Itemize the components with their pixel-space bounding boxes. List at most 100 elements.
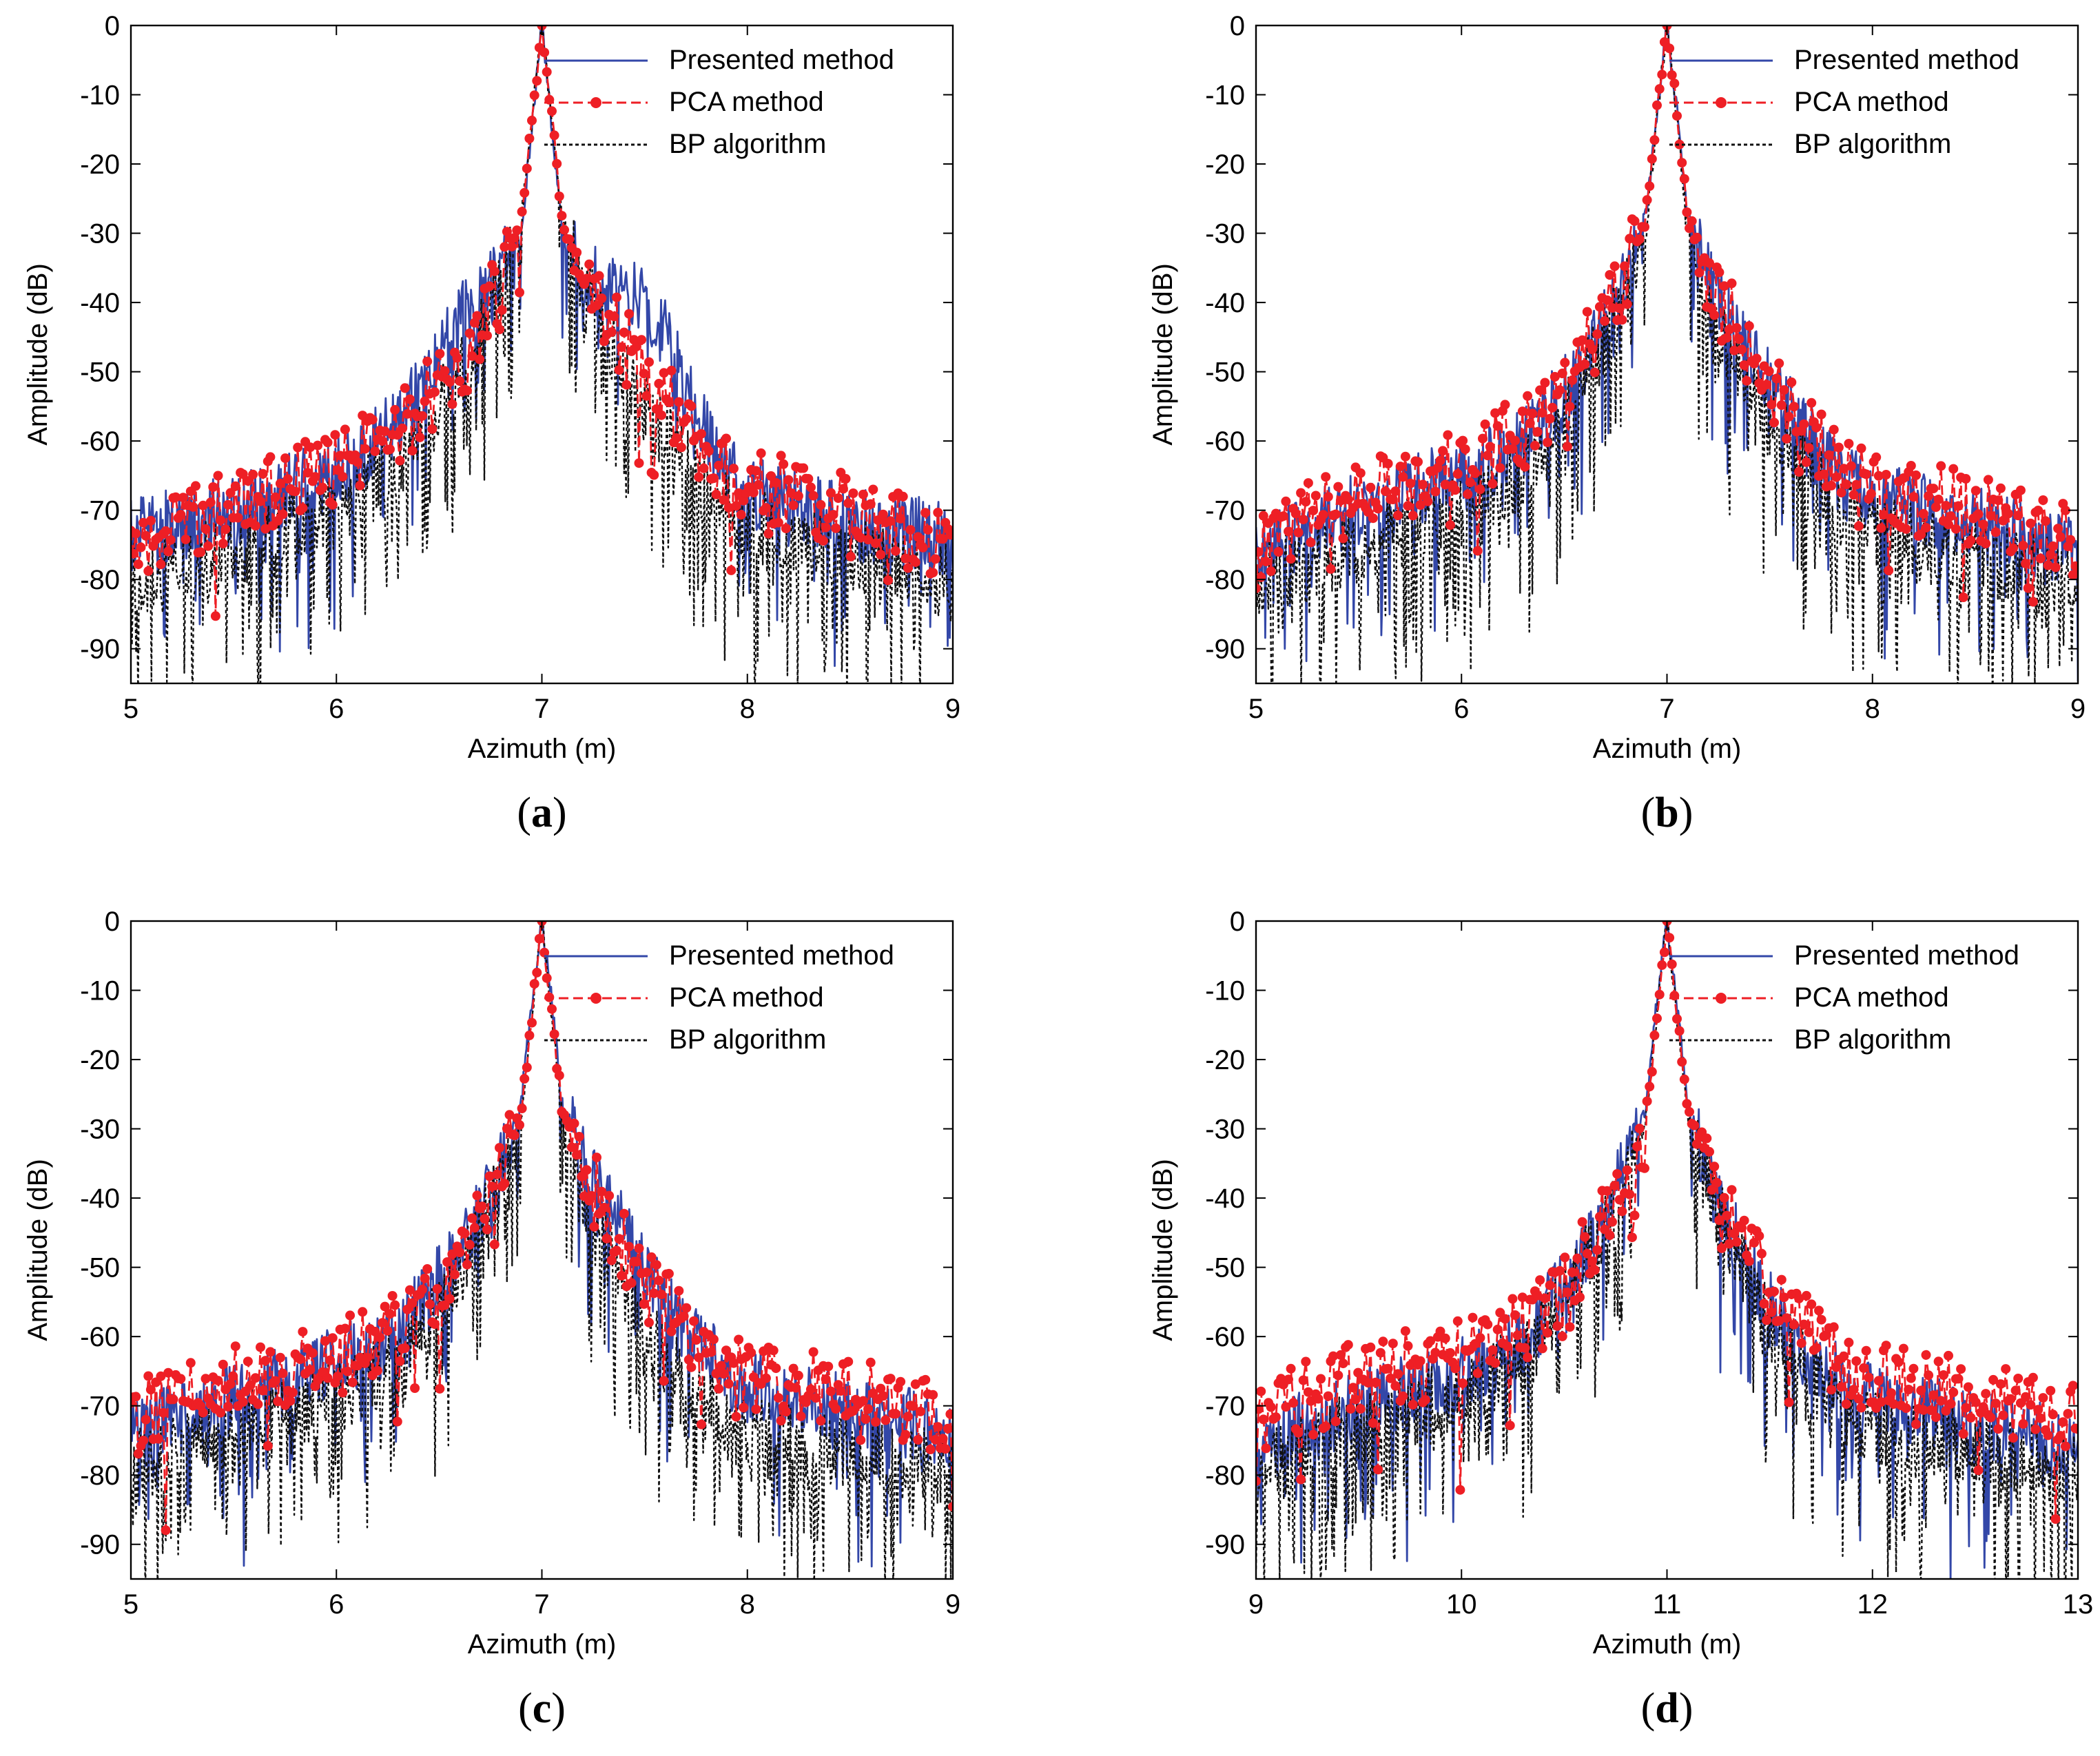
marker-point bbox=[703, 446, 714, 456]
marker-point bbox=[492, 1169, 502, 1179]
x-tick-label: 9 bbox=[2070, 694, 2086, 724]
marker-point bbox=[679, 1311, 689, 1321]
marker-point bbox=[1617, 1206, 1627, 1217]
marker-point bbox=[943, 1423, 953, 1434]
chart-panel-d: 9 10 11 12 13 0 -10 -20 -30 -40 -50 -60 -70 -80 -90 Azi… bbox=[1148, 907, 2093, 1732]
marker-point bbox=[1776, 1274, 1787, 1285]
marker-point bbox=[1657, 960, 1667, 970]
marker-point bbox=[2023, 583, 2033, 593]
marker-point bbox=[1928, 1390, 1939, 1401]
marker-point bbox=[1552, 1321, 1563, 1331]
marker-point bbox=[256, 496, 265, 506]
marker-point bbox=[1814, 1305, 1824, 1316]
marker-point bbox=[1731, 323, 1742, 333]
marker-point bbox=[238, 469, 248, 479]
marker-point bbox=[517, 1104, 527, 1113]
marker-point bbox=[482, 331, 492, 341]
marker-point bbox=[1779, 385, 1789, 395]
marker-point bbox=[464, 1239, 475, 1250]
marker-point bbox=[1844, 439, 1854, 448]
marker-point bbox=[1824, 450, 1834, 460]
marker-point bbox=[1876, 523, 1886, 533]
marker-point bbox=[559, 225, 569, 235]
marker-point bbox=[719, 1369, 729, 1379]
marker-point bbox=[1901, 524, 1911, 534]
marker-point bbox=[617, 342, 627, 352]
marker-point bbox=[1400, 1326, 1410, 1336]
marker-point bbox=[1440, 1333, 1450, 1343]
marker-point bbox=[1301, 497, 1311, 507]
series-pca-method bbox=[131, 921, 953, 1536]
marker-point bbox=[131, 528, 141, 539]
marker-point bbox=[1532, 1290, 1543, 1301]
legend-label: BP algorithm bbox=[1794, 129, 1951, 159]
marker-point bbox=[1403, 501, 1413, 511]
marker-point bbox=[378, 1318, 388, 1328]
marker-point bbox=[1941, 1405, 1951, 1416]
marker-point bbox=[1904, 1385, 1914, 1394]
marker-point bbox=[2033, 1405, 2044, 1415]
marker-point bbox=[375, 1332, 385, 1343]
y-tick-label: -20 bbox=[1205, 1045, 1245, 1075]
marker-point bbox=[2068, 570, 2078, 580]
marker-point bbox=[1465, 477, 1475, 488]
marker-point bbox=[2060, 505, 2070, 515]
marker-point bbox=[644, 357, 654, 367]
marker-point bbox=[890, 1409, 900, 1419]
marker-point bbox=[1572, 1253, 1583, 1263]
marker-point bbox=[258, 1385, 268, 1396]
marker-point bbox=[1609, 1181, 1620, 1190]
marker-point bbox=[1452, 1316, 1463, 1326]
marker-point bbox=[472, 1190, 482, 1201]
marker-point bbox=[1335, 1350, 1346, 1360]
marker-point bbox=[1475, 484, 1485, 495]
marker-point bbox=[1490, 408, 1501, 418]
y-tick-label: -90 bbox=[1205, 1530, 1245, 1560]
marker-point bbox=[863, 535, 874, 545]
marker-point bbox=[1368, 1418, 1378, 1428]
marker-point bbox=[1918, 1405, 1928, 1415]
marker-point bbox=[1667, 70, 1677, 80]
marker-point bbox=[913, 532, 923, 542]
marker-point bbox=[253, 1399, 263, 1409]
marker-point bbox=[143, 566, 154, 576]
marker-point bbox=[415, 432, 425, 442]
marker-point bbox=[527, 115, 537, 125]
marker-point bbox=[913, 1435, 923, 1445]
marker-point bbox=[599, 1203, 609, 1212]
marker-point bbox=[719, 495, 729, 505]
marker-point bbox=[1767, 1307, 1777, 1317]
marker-point bbox=[1864, 1372, 1874, 1383]
marker-point bbox=[191, 481, 200, 491]
marker-point bbox=[1373, 504, 1383, 514]
x-tick-label: 13 bbox=[2063, 1589, 2094, 1620]
marker-point bbox=[1924, 1370, 1934, 1381]
marker-point bbox=[509, 1130, 519, 1140]
marker-point bbox=[395, 455, 405, 466]
marker-point bbox=[1363, 1378, 1373, 1388]
marker-point bbox=[816, 499, 826, 510]
marker-point bbox=[606, 1255, 617, 1266]
marker-point bbox=[482, 1224, 492, 1235]
y-tick-label: -10 bbox=[80, 976, 120, 1006]
marker-point bbox=[1620, 261, 1629, 271]
marker-point bbox=[808, 1347, 819, 1357]
marker-point bbox=[1557, 369, 1567, 378]
marker-point bbox=[325, 1355, 336, 1365]
marker-point bbox=[723, 1378, 734, 1389]
marker-point bbox=[1617, 315, 1627, 325]
marker-point bbox=[216, 515, 226, 526]
marker-point bbox=[1856, 1403, 1866, 1413]
marker-point bbox=[1348, 1383, 1358, 1393]
marker-point bbox=[250, 521, 260, 531]
marker-point bbox=[1846, 461, 1856, 471]
panel-caption: (c) bbox=[518, 1685, 566, 1732]
caption-paren-close: ) bbox=[1679, 789, 1694, 836]
marker-point bbox=[659, 368, 669, 378]
x-tick-label: 5 bbox=[123, 1589, 138, 1620]
marker-point bbox=[390, 1300, 400, 1310]
series-presented-method bbox=[131, 25, 953, 668]
marker-point bbox=[340, 1323, 350, 1334]
marker-point bbox=[1665, 43, 1675, 54]
marker-point bbox=[1762, 1315, 1772, 1325]
